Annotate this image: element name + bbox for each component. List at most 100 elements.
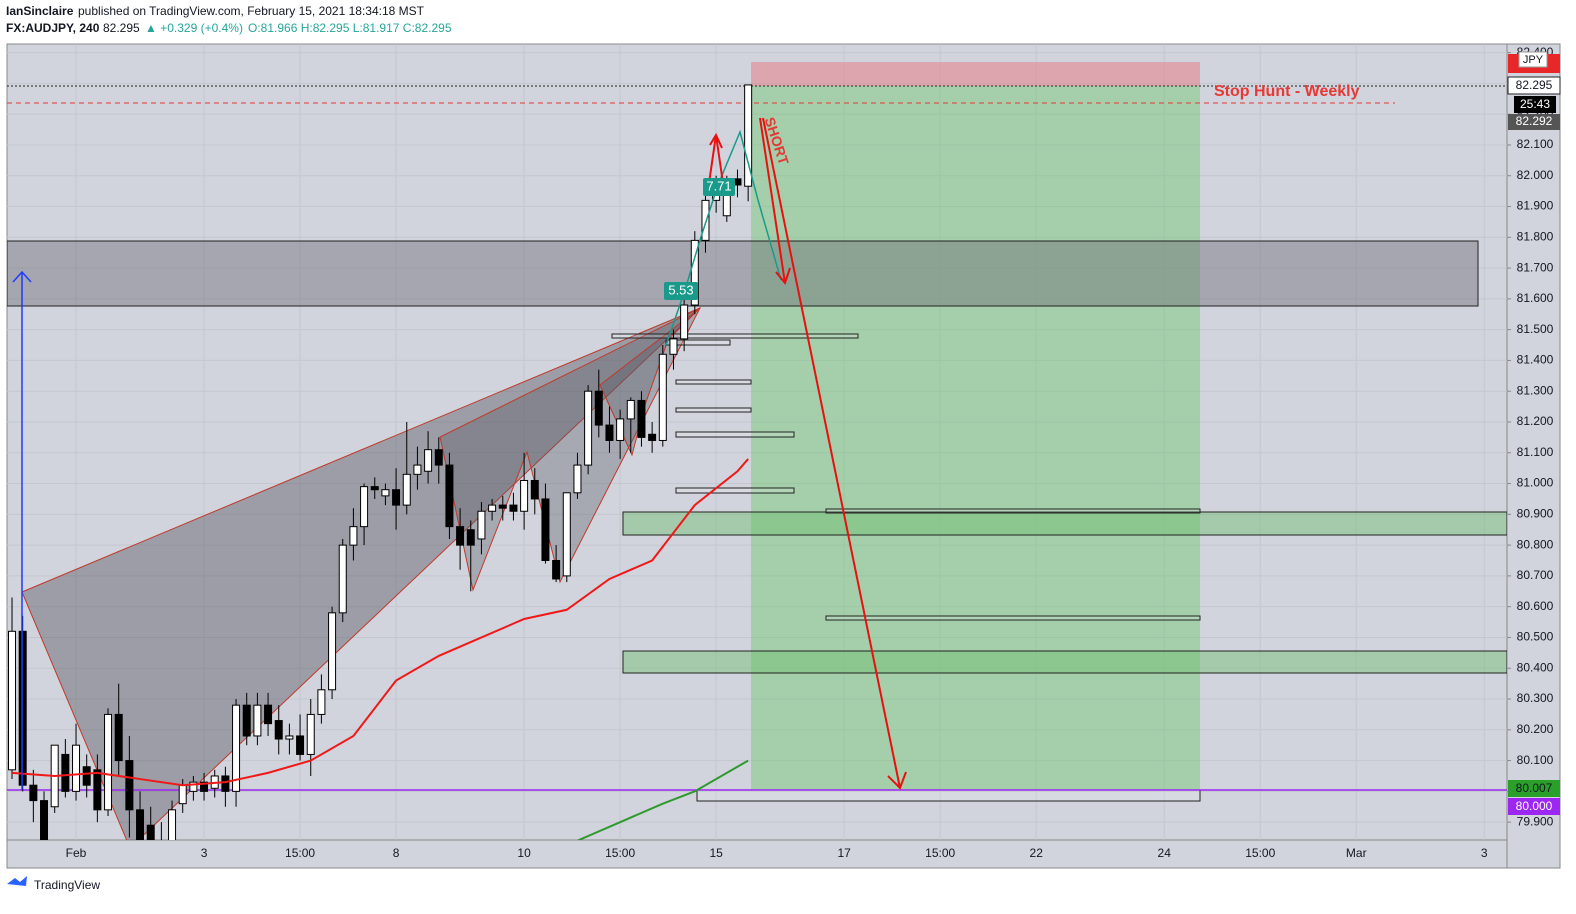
- y-tick-label: 81.700: [1517, 260, 1554, 274]
- candle-body: [456, 526, 465, 546]
- currency-box: [1518, 51, 1548, 68]
- x-tick-label: 15:00: [605, 846, 635, 860]
- badge-label: 7.71: [706, 178, 731, 193]
- brand: TradingView: [34, 878, 100, 892]
- x-tick-label: 24: [1158, 846, 1172, 860]
- y-tick-label: 82.100: [1517, 137, 1554, 151]
- candle-body: [72, 744, 81, 792]
- y-tick-label: 80.700: [1517, 568, 1554, 582]
- candle-body: [285, 735, 294, 740]
- candle-body: [370, 486, 379, 491]
- published: published on TradingView.com, February 1…: [78, 4, 425, 18]
- price-tag-label: 82.295: [1516, 78, 1553, 92]
- candle-body: [680, 304, 689, 340]
- candle-body: [381, 489, 390, 497]
- y-tick-label: 81.400: [1517, 353, 1554, 367]
- y-tick-label: 80.500: [1517, 630, 1554, 644]
- candle-body: [200, 781, 209, 792]
- x-tick-label: 3: [1481, 846, 1488, 860]
- candle-body: [317, 689, 326, 715]
- moving-average: [577, 759, 749, 840]
- candle-body: [328, 612, 337, 691]
- target-zone: [751, 86, 1200, 790]
- candle-body: [584, 390, 593, 466]
- ohlc: O:81.966 H:82.295 L:81.917 C:82.295: [248, 21, 452, 35]
- candle-body: [552, 560, 561, 580]
- y-tick-label: 81.100: [1517, 445, 1554, 459]
- candle-body: [424, 449, 433, 472]
- candle-body: [434, 449, 443, 466]
- change: ▲ +0.329 (+0.4%): [145, 21, 243, 35]
- candle-body: [178, 784, 187, 805]
- candle-body: [61, 753, 70, 792]
- candle-body: [338, 544, 347, 614]
- candle-body: [189, 781, 198, 792]
- price-tag-label: 80.007: [1516, 781, 1553, 795]
- y-tick-label: 81.200: [1517, 414, 1554, 428]
- countdown-tag: [1514, 96, 1556, 113]
- candle-body: [232, 704, 241, 792]
- candle-body: [509, 504, 518, 512]
- price-tag-label: 82.292: [1516, 114, 1553, 128]
- candle-body: [541, 498, 550, 562]
- currency: JPY: [1523, 54, 1544, 66]
- y-tick-label: 80.400: [1517, 660, 1554, 674]
- last-price: 82.295: [103, 21, 140, 35]
- candle-body: [104, 713, 113, 811]
- x-tick-label: 15:00: [925, 846, 955, 860]
- stop-zone: [751, 62, 1200, 86]
- candle-body: [114, 713, 123, 762]
- x-tick-label: 15:00: [1245, 846, 1275, 860]
- candle-body: [733, 178, 742, 186]
- candle-body: [637, 399, 646, 438]
- y-tick-label: 80.900: [1517, 507, 1554, 521]
- candle-body: [701, 199, 710, 241]
- x-tick-label: Feb: [66, 846, 87, 860]
- harmonic-pattern: [21, 307, 701, 840]
- level-boxes: [611, 333, 1201, 802]
- candle-body: [402, 473, 411, 506]
- y-tick-label: 81.300: [1517, 383, 1554, 397]
- countdown: 25:43: [1520, 97, 1550, 111]
- candle-body: [616, 418, 625, 441]
- candle-body: [40, 800, 49, 840]
- demand-zone: [622, 511, 1507, 536]
- candle-body: [82, 766, 91, 786]
- candle-body: [594, 390, 603, 426]
- plot: [7, 62, 1507, 840]
- candle-body: [253, 704, 262, 737]
- x-tick-label: Mar: [1346, 846, 1367, 860]
- candle-body: [168, 809, 177, 840]
- candle-body: [744, 84, 753, 187]
- x-tick-label: 3: [201, 846, 208, 860]
- candle-body: [93, 769, 102, 811]
- candle-body: [296, 735, 305, 755]
- y-tick-label: 80.600: [1517, 599, 1554, 613]
- candle-body: [146, 824, 155, 840]
- arrows: [707, 117, 907, 790]
- author: IanSinclaire: [6, 4, 74, 18]
- x-tick-label: 17: [837, 846, 851, 860]
- price-tag-label: 80.000: [1516, 799, 1553, 813]
- candle-body: [562, 492, 571, 577]
- candle-body: [221, 775, 230, 792]
- y-tick-label: 79.900: [1517, 814, 1554, 828]
- candle-body: [349, 526, 358, 546]
- candle-body: [413, 464, 422, 475]
- candle-body: [605, 424, 614, 441]
- candle-body: [466, 529, 475, 546]
- candle-body: [445, 464, 454, 528]
- demand-zone: [622, 650, 1507, 674]
- x-tick-label: 15: [709, 846, 723, 860]
- x-tick-label: 15:00: [285, 846, 315, 860]
- candle-body: [520, 479, 529, 512]
- candle-body: [274, 720, 283, 740]
- price-tag: [1508, 114, 1560, 130]
- candle-body: [136, 809, 145, 840]
- y-tick-label: 81.500: [1517, 322, 1554, 336]
- y-tick-label: 81.800: [1517, 229, 1554, 243]
- candle-body: [690, 239, 699, 306]
- candle-body: [648, 433, 657, 441]
- y-tick-label: 80.300: [1517, 691, 1554, 705]
- price-tag: [1508, 780, 1560, 797]
